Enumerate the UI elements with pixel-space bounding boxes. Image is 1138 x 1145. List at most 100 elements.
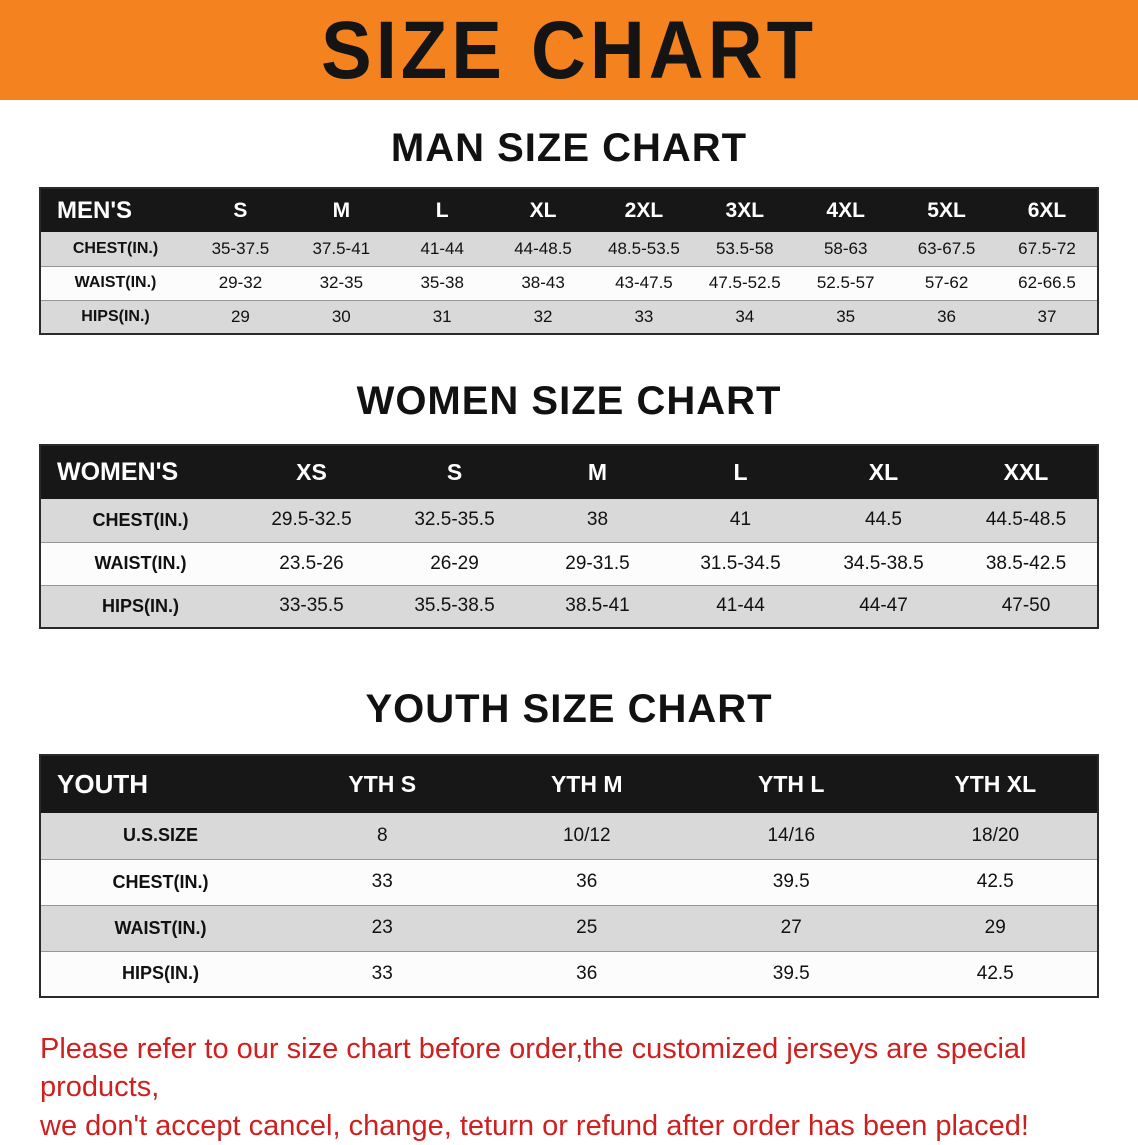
- value-cell: 35-37.5: [190, 232, 291, 267]
- value-cell: 44.5-48.5: [955, 499, 1098, 543]
- value-cell: 31: [391, 300, 493, 335]
- value-cell: 43-47.5: [593, 266, 695, 301]
- size-column-header: L: [391, 188, 493, 232]
- table-header-row: MEN'S S M L XL 2XL 3XL 4XL 5XL 6XL: [40, 188, 1098, 232]
- row-label-cell: CHEST(IN.): [40, 859, 280, 906]
- table-row: HIPS(IN.) 33-35.5 35.5-38.5 38.5-41 41-44 44-…: [40, 585, 1098, 629]
- size-column-header: 6XL: [997, 188, 1098, 232]
- value-cell: 31.5-34.5: [669, 542, 812, 586]
- value-cell: 34: [694, 300, 796, 335]
- value-cell: 57-62: [896, 266, 997, 301]
- value-cell: 41-44: [669, 585, 812, 629]
- value-cell: 44-47: [812, 585, 955, 629]
- value-cell: 47.5-52.5: [694, 266, 796, 301]
- banner-title: SIZE CHART: [321, 4, 817, 96]
- disclaimer-line-2: we don't accept cancel, change, teturn o…: [40, 1109, 1029, 1142]
- women-section: WOMEN SIZE CHART WOMEN'S XS S M L XL XXL CHEST(…: [0, 335, 1138, 629]
- value-cell: 58-63: [795, 232, 897, 267]
- value-cell: 39.5: [689, 859, 894, 906]
- size-column-header: 2XL: [593, 188, 695, 232]
- value-cell: 44-48.5: [492, 232, 594, 267]
- size-column-header: S: [190, 188, 291, 232]
- value-cell: 32.5-35.5: [383, 499, 526, 543]
- value-cell: 37: [997, 300, 1098, 335]
- size-column-header: XL: [812, 445, 955, 499]
- table-header-row: YOUTH YTH S YTH M YTH L YTH XL: [40, 755, 1098, 813]
- size-column-header: M: [526, 445, 669, 499]
- value-cell: 29: [893, 905, 1098, 952]
- table-title-cell: WOMEN'S: [40, 445, 240, 499]
- table-row: HIPS(IN.) 33 36 39.5 42.5: [40, 951, 1098, 998]
- row-label-cell: HIPS(IN.): [40, 951, 280, 998]
- size-column-header: XL: [492, 188, 594, 232]
- value-cell: 52.5-57: [795, 266, 897, 301]
- value-cell: 62-66.5: [997, 266, 1098, 301]
- row-label-cell: HIPS(IN.): [40, 585, 240, 629]
- value-cell: 33: [280, 951, 485, 998]
- value-cell: 27: [689, 905, 894, 952]
- value-cell: 33: [280, 859, 485, 906]
- size-column-header: XS: [240, 445, 383, 499]
- table-row: WAIST(IN.) 23.5-26 26-29 29-31.5 31.5-34.5 34…: [40, 542, 1098, 586]
- men-section: MAN SIZE CHART MEN'S S M L XL 2XL 3XL 4XL 5XL 6XL…: [0, 100, 1138, 335]
- value-cell: 36: [484, 951, 689, 998]
- table-row: U.S.SIZE 8 10/12 14/16 18/20: [40, 813, 1098, 860]
- size-chart-banner: SIZE CHART: [0, 0, 1138, 100]
- value-cell: 38-43: [492, 266, 594, 301]
- youth-size-table: YOUTH YTH S YTH M YTH L YTH XL U.S.SIZE 8 10/12…: [39, 754, 1099, 998]
- size-column-header: 5XL: [896, 188, 997, 232]
- value-cell: 29-32: [190, 266, 291, 301]
- value-cell: 32-35: [290, 266, 392, 301]
- value-cell: 8: [280, 813, 485, 860]
- value-cell: 41: [669, 499, 812, 543]
- value-cell: 36: [484, 859, 689, 906]
- row-label-cell: U.S.SIZE: [40, 813, 280, 860]
- value-cell: 35.5-38.5: [383, 585, 526, 629]
- value-cell: 29: [190, 300, 291, 335]
- value-cell: 33: [593, 300, 695, 335]
- table-row: HIPS(IN.) 29 30 31 32 33 34 35 36 37: [40, 300, 1098, 335]
- table-title-cell: MEN'S: [40, 188, 190, 232]
- value-cell: 34.5-38.5: [812, 542, 955, 586]
- value-cell: 48.5-53.5: [593, 232, 695, 267]
- value-cell: 41-44: [391, 232, 493, 267]
- value-cell: 63-67.5: [896, 232, 997, 267]
- table-row: CHEST(IN.) 35-37.5 37.5-41 41-44 44-48.5 48.5…: [40, 232, 1098, 267]
- value-cell: 10/12: [484, 813, 689, 860]
- value-cell: 42.5: [893, 859, 1098, 906]
- value-cell: 25: [484, 905, 689, 952]
- value-cell: 29.5-32.5: [240, 499, 383, 543]
- value-cell: 42.5: [893, 951, 1098, 998]
- value-cell: 38.5-41: [526, 585, 669, 629]
- value-cell: 47-50: [955, 585, 1098, 629]
- value-cell: 23.5-26: [240, 542, 383, 586]
- value-cell: 37.5-41: [290, 232, 392, 267]
- men-section-heading: MAN SIZE CHART: [390, 126, 748, 170]
- value-cell: 38.5-42.5: [955, 542, 1098, 586]
- value-cell: 18/20: [893, 813, 1098, 860]
- value-cell: 23: [280, 905, 485, 952]
- table-row: WAIST(IN.) 23 25 27 29: [40, 905, 1098, 952]
- value-cell: 36: [896, 300, 997, 335]
- size-column-header: M: [290, 188, 392, 232]
- value-cell: 26-29: [383, 542, 526, 586]
- size-column-header: YTH S: [280, 755, 485, 813]
- value-cell: 30: [290, 300, 392, 335]
- value-cell: 29-31.5: [526, 542, 669, 586]
- value-cell: 44.5: [812, 499, 955, 543]
- table-header-row: WOMEN'S XS S M L XL XXL: [40, 445, 1098, 499]
- value-cell: 14/16: [689, 813, 894, 860]
- value-cell: 35-38: [391, 266, 493, 301]
- women-section-heading: WOMEN SIZE CHART: [356, 379, 782, 423]
- youth-section-heading: YOUTH SIZE CHART: [365, 687, 773, 731]
- value-cell: 38: [526, 499, 669, 543]
- table-title-cell: YOUTH: [40, 755, 280, 813]
- value-cell: 32: [492, 300, 594, 335]
- size-column-header: L: [669, 445, 812, 499]
- table-row: CHEST(IN.) 29.5-32.5 32.5-35.5 38 41 44.5 44.5…: [40, 499, 1098, 543]
- youth-section: YOUTH SIZE CHART YOUTH YTH S YTH M YTH L YTH…: [0, 629, 1138, 998]
- men-size-table: MEN'S S M L XL 2XL 3XL 4XL 5XL 6XL CHEST(IN.) 35-37…: [39, 187, 1099, 335]
- size-column-header: 4XL: [795, 188, 897, 232]
- size-column-header: 3XL: [694, 188, 796, 232]
- row-label-cell: CHEST(IN.): [40, 232, 190, 267]
